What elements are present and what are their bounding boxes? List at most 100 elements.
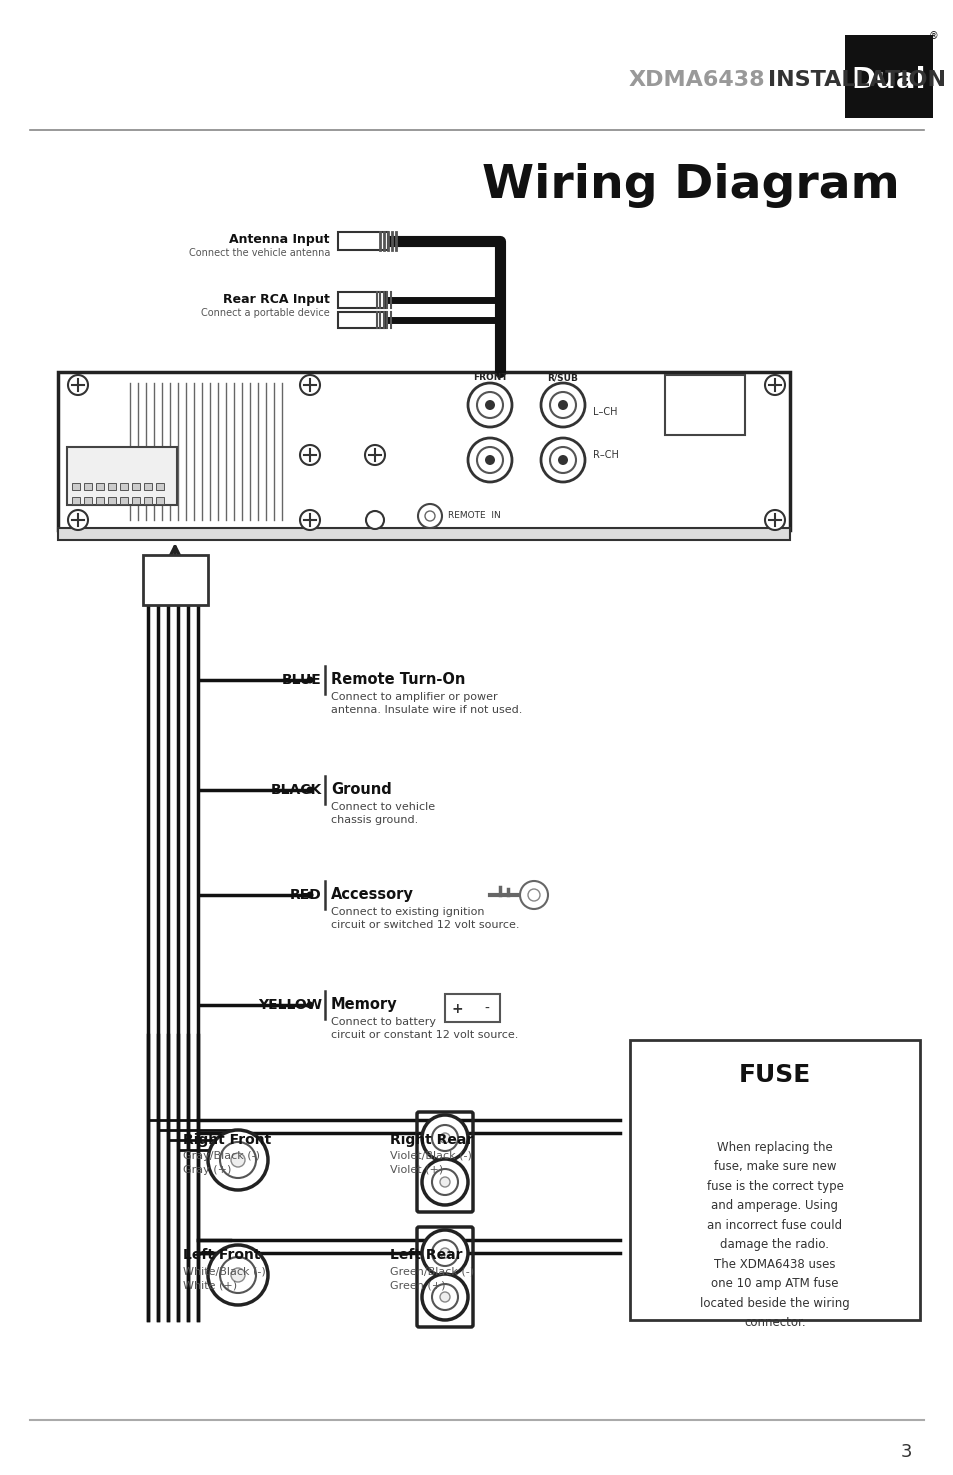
Text: antenna. Insulate wire if not used.: antenna. Insulate wire if not used. bbox=[331, 705, 522, 715]
Text: Connect a portable device: Connect a portable device bbox=[201, 308, 330, 319]
FancyBboxPatch shape bbox=[337, 232, 388, 249]
Text: Connect the vehicle antenna: Connect the vehicle antenna bbox=[189, 248, 330, 258]
Circle shape bbox=[231, 1268, 245, 1282]
Text: RED: RED bbox=[290, 888, 322, 903]
FancyBboxPatch shape bbox=[337, 292, 386, 308]
Bar bbox=[132, 482, 140, 490]
Bar bbox=[108, 482, 116, 490]
Circle shape bbox=[208, 1245, 268, 1305]
Circle shape bbox=[306, 891, 314, 898]
Circle shape bbox=[540, 438, 584, 482]
Circle shape bbox=[417, 504, 441, 528]
Text: FUSE: FUSE bbox=[739, 1063, 810, 1087]
Text: Ground: Ground bbox=[331, 783, 392, 798]
Circle shape bbox=[421, 1230, 468, 1276]
Circle shape bbox=[231, 1153, 245, 1167]
Text: White (+): White (+) bbox=[183, 1280, 237, 1291]
FancyBboxPatch shape bbox=[58, 372, 789, 530]
Circle shape bbox=[432, 1125, 457, 1150]
Text: Connect to vehicle: Connect to vehicle bbox=[331, 802, 435, 813]
Text: 3: 3 bbox=[900, 1443, 911, 1462]
Text: -: - bbox=[484, 1002, 489, 1016]
Text: Left Front: Left Front bbox=[183, 1248, 260, 1263]
Circle shape bbox=[299, 445, 319, 465]
Text: BLUE: BLUE bbox=[282, 673, 322, 687]
FancyBboxPatch shape bbox=[844, 35, 932, 118]
Bar bbox=[84, 497, 91, 504]
Circle shape bbox=[476, 447, 502, 473]
Circle shape bbox=[550, 392, 576, 417]
Bar bbox=[71, 497, 80, 504]
Bar bbox=[108, 497, 116, 504]
Circle shape bbox=[519, 881, 547, 909]
Bar bbox=[71, 482, 80, 490]
Text: Violet (+): Violet (+) bbox=[390, 1165, 443, 1176]
Text: Gray (+): Gray (+) bbox=[183, 1165, 232, 1176]
Circle shape bbox=[366, 510, 384, 530]
Text: Gray/Black (-): Gray/Black (-) bbox=[183, 1150, 260, 1161]
Circle shape bbox=[365, 445, 385, 465]
Circle shape bbox=[421, 1115, 468, 1161]
Circle shape bbox=[208, 1130, 268, 1190]
Text: ®: ® bbox=[928, 31, 938, 41]
Bar bbox=[58, 528, 789, 540]
Text: Accessory: Accessory bbox=[331, 888, 414, 903]
Bar bbox=[96, 497, 104, 504]
Circle shape bbox=[527, 889, 539, 901]
Bar bbox=[96, 482, 104, 490]
Text: YELLOW: YELLOW bbox=[257, 999, 322, 1012]
Circle shape bbox=[540, 384, 584, 426]
Circle shape bbox=[421, 1159, 468, 1205]
Circle shape bbox=[424, 510, 435, 521]
FancyBboxPatch shape bbox=[664, 375, 744, 435]
Text: Green/Black (-): Green/Black (-) bbox=[390, 1266, 474, 1276]
Circle shape bbox=[764, 510, 784, 530]
Circle shape bbox=[68, 375, 88, 395]
Text: circuit or constant 12 volt source.: circuit or constant 12 volt source. bbox=[331, 1030, 517, 1040]
Text: White/Black (-): White/Black (-) bbox=[183, 1266, 266, 1276]
Text: R/SUB: R/SUB bbox=[547, 373, 578, 382]
Circle shape bbox=[299, 375, 319, 395]
Bar bbox=[444, 994, 499, 1022]
Bar bbox=[156, 497, 164, 504]
Bar bbox=[120, 482, 128, 490]
Circle shape bbox=[484, 454, 495, 465]
Circle shape bbox=[306, 786, 314, 794]
Circle shape bbox=[432, 1170, 457, 1195]
Circle shape bbox=[439, 1133, 450, 1143]
Text: Antenna Input: Antenna Input bbox=[230, 233, 330, 246]
Circle shape bbox=[439, 1248, 450, 1258]
Text: BLACK: BLACK bbox=[271, 783, 322, 796]
Bar bbox=[144, 497, 152, 504]
Circle shape bbox=[468, 384, 512, 426]
Text: Green (+): Green (+) bbox=[390, 1280, 445, 1291]
Text: R–CH: R–CH bbox=[593, 450, 618, 460]
Text: Connect to battery: Connect to battery bbox=[331, 1016, 436, 1027]
Circle shape bbox=[68, 510, 88, 530]
Text: FRONT: FRONT bbox=[472, 373, 507, 382]
Text: Connect to existing ignition: Connect to existing ignition bbox=[331, 907, 484, 917]
Circle shape bbox=[558, 400, 567, 410]
Circle shape bbox=[220, 1142, 255, 1179]
Bar bbox=[84, 482, 91, 490]
Text: +: + bbox=[451, 1002, 462, 1016]
Text: Wiring Diagram: Wiring Diagram bbox=[482, 162, 899, 208]
Circle shape bbox=[432, 1285, 457, 1310]
Text: Violet/Black (-): Violet/Black (-) bbox=[390, 1150, 472, 1161]
Circle shape bbox=[432, 1240, 457, 1266]
Bar bbox=[120, 497, 128, 504]
Text: Connect to amplifier or power: Connect to amplifier or power bbox=[331, 692, 497, 702]
Text: Memory: Memory bbox=[331, 997, 397, 1012]
Text: Right Front: Right Front bbox=[183, 1133, 271, 1148]
Circle shape bbox=[439, 1177, 450, 1187]
Bar bbox=[156, 482, 164, 490]
Circle shape bbox=[550, 447, 576, 473]
Text: chassis ground.: chassis ground. bbox=[331, 816, 417, 825]
Text: XDMA6438: XDMA6438 bbox=[628, 69, 764, 90]
Text: When replacing the
fuse, make sure new
fuse is the correct type
and amperage. Us: When replacing the fuse, make sure new f… bbox=[700, 1140, 849, 1329]
Bar bbox=[629, 1040, 919, 1320]
Circle shape bbox=[484, 400, 495, 410]
Text: circuit or switched 12 volt source.: circuit or switched 12 volt source. bbox=[331, 920, 519, 931]
Circle shape bbox=[306, 1002, 314, 1009]
Text: L–CH: L–CH bbox=[593, 407, 617, 417]
